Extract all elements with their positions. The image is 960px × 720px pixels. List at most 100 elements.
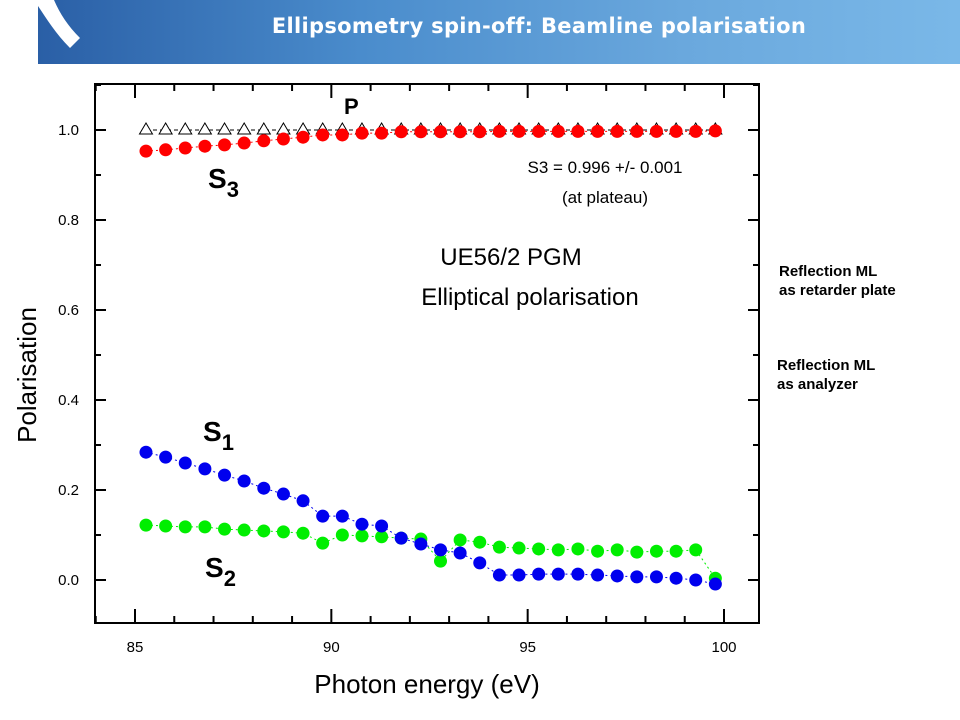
data-point-S2 [276, 525, 290, 539]
annotation-s3-note: (at plateau) [562, 188, 648, 207]
data-point-S1 [178, 456, 192, 470]
annotation-s3-result: S3 = 0.996 +/- 0.001 [527, 158, 682, 177]
slide-title: Ellipsometry spin-off: Beamline polarisa… [271, 14, 807, 38]
data-point-S1 [276, 487, 290, 501]
side-note-retarder-line2: as retarder plate [779, 282, 896, 299]
data-point-S1 [689, 573, 703, 587]
data-point-S3 [492, 124, 506, 138]
x-axis-label: Photon energy (eV) [314, 669, 539, 699]
data-point-S1 [512, 568, 526, 582]
data-point-S1 [630, 570, 644, 584]
data-point-S1 [649, 570, 663, 584]
data-point-S3 [139, 144, 153, 158]
data-point-S1 [571, 567, 585, 581]
data-point-S3 [276, 132, 290, 146]
data-point-S1 [375, 519, 389, 533]
data-point-S3 [610, 124, 624, 138]
data-point-P [158, 122, 174, 135]
data-point-S2 [159, 519, 173, 533]
data-point-S3 [394, 125, 408, 139]
data-point-S1 [591, 568, 605, 582]
data-point-S3 [649, 124, 663, 138]
data-point-S3 [257, 134, 271, 148]
side-note-analyzer: Reflection ML as analyzer [777, 356, 875, 394]
data-point-P [197, 122, 213, 135]
data-point-S2 [375, 530, 389, 544]
side-note-retarder: Reflection ML as retarder plate [779, 262, 896, 300]
data-point-S2 [669, 544, 683, 558]
data-point-S3 [571, 124, 585, 138]
data-point-S2 [237, 523, 251, 537]
y-tick-label: 0.4 [58, 392, 79, 409]
data-point-S2 [512, 541, 526, 555]
data-point-S1 [335, 509, 349, 523]
data-point-S3 [512, 124, 526, 138]
data-point-S3 [453, 125, 467, 139]
x-tick-label: 85 [127, 639, 144, 656]
data-point-S3 [689, 124, 703, 138]
y-tick-label: 0.6 [58, 302, 79, 319]
y-tick-label: 1.0 [58, 122, 79, 139]
data-point-S1 [610, 569, 624, 583]
data-point-S1 [198, 462, 212, 476]
side-note-analyzer-line2: as analyzer [777, 376, 858, 393]
data-point-S3 [198, 139, 212, 153]
data-point-S3 [296, 130, 310, 144]
data-point-P [276, 122, 291, 135]
data-point-S2 [296, 526, 310, 540]
data-point-S1 [159, 450, 173, 464]
title-banner: Ellipsometry spin-off: Beamline polarisa… [38, 0, 960, 64]
y-tick-label: 0.8 [58, 212, 79, 229]
data-point-S2 [316, 536, 330, 550]
data-point-P [177, 122, 193, 135]
data-point-S2 [335, 528, 349, 542]
data-point-S3 [159, 143, 173, 157]
data-point-S1 [139, 445, 153, 459]
x-tick-label: 100 [711, 639, 736, 656]
data-point-S1 [414, 537, 428, 551]
data-point-S3 [355, 126, 369, 140]
data-point-P [138, 122, 154, 135]
data-point-S3 [708, 124, 722, 138]
data-point-S2 [473, 535, 487, 549]
data-point-S3 [218, 138, 232, 152]
data-point-S3 [335, 128, 349, 142]
data-point-S1 [551, 567, 565, 581]
data-point-S1 [473, 556, 487, 570]
data-point-S3 [237, 136, 251, 150]
logo-swoosh-icon [38, 0, 80, 48]
data-point-S2 [139, 518, 153, 532]
data-point-S3 [473, 125, 487, 139]
data-point-S2 [453, 533, 467, 547]
plot-frame [94, 83, 760, 624]
y-tick-label: 0.2 [58, 482, 79, 499]
data-point-S2 [571, 542, 585, 556]
data-point-S1 [433, 543, 447, 557]
data-point-S2 [218, 522, 232, 536]
data-point-S2 [433, 554, 447, 568]
data-point-S2 [649, 544, 663, 558]
y-tick-label: 0.0 [58, 572, 79, 589]
data-point-S3 [532, 124, 546, 138]
data-point-S2 [591, 544, 605, 558]
data-point-S1 [257, 481, 271, 495]
data-point-S3 [414, 125, 428, 139]
annotation-mode: Elliptical polarisation [421, 284, 638, 311]
data-point-S2 [257, 524, 271, 538]
data-point-S2 [630, 545, 644, 559]
series-label-P: P [344, 94, 359, 119]
data-point-S3 [316, 128, 330, 142]
data-point-P [236, 122, 252, 135]
data-point-S2 [689, 543, 703, 557]
data-point-S1 [237, 474, 251, 488]
data-point-S1 [708, 577, 722, 591]
data-point-S3 [433, 125, 447, 139]
data-point-S2 [610, 543, 624, 557]
data-point-S1 [355, 517, 369, 531]
data-point-S3 [551, 124, 565, 138]
y-axis-label: Polarisation [12, 307, 42, 443]
data-point-P [256, 122, 272, 135]
annotation-beamline: UE56/2 PGM [440, 244, 581, 271]
data-point-S1 [394, 531, 408, 545]
